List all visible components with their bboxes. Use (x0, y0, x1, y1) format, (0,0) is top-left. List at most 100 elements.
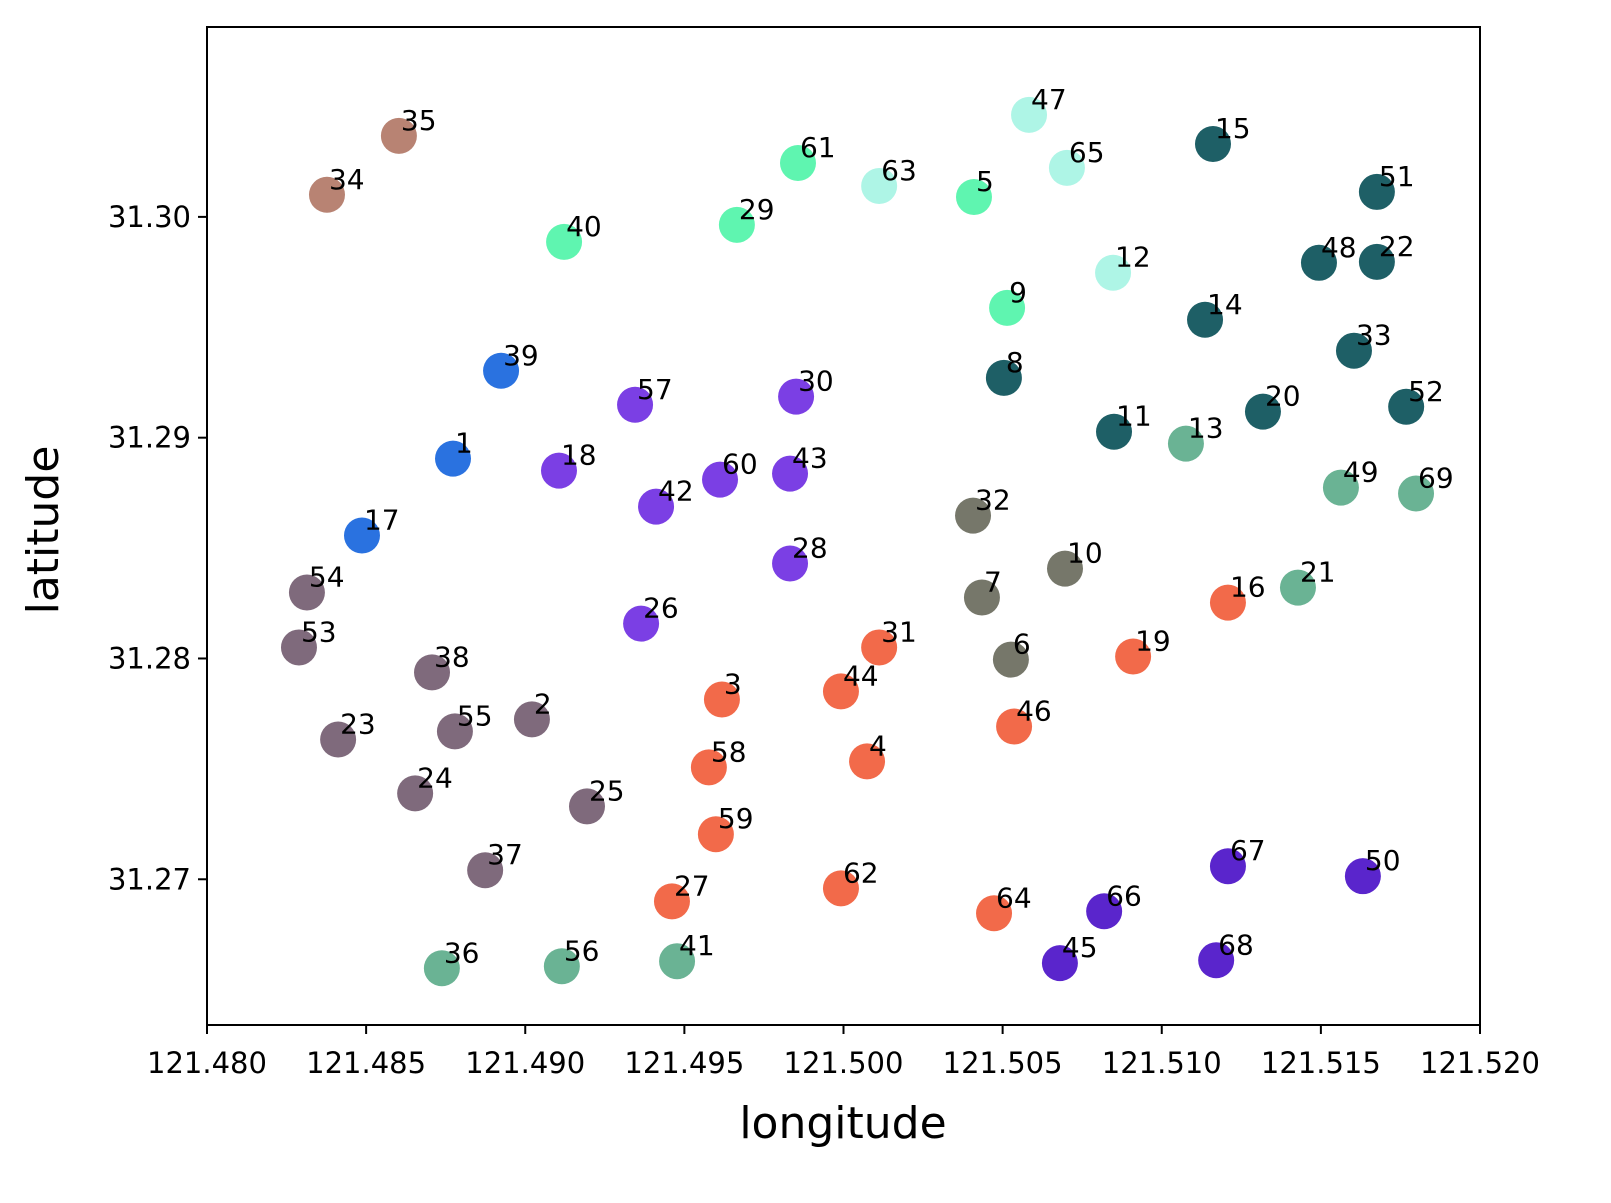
point (718, 206, 755, 243)
point (1167, 425, 1204, 462)
point (1115, 638, 1152, 675)
point (1322, 469, 1359, 506)
point-label: 57 (637, 373, 673, 406)
point-label: 20 (1265, 380, 1301, 413)
point-label: 8 (1006, 346, 1024, 379)
point-label: 9 (1009, 276, 1027, 309)
point (778, 378, 815, 415)
point-label: 29 (739, 193, 775, 226)
point (308, 176, 345, 213)
point (1086, 893, 1123, 930)
point-label: 42 (658, 475, 694, 508)
point-label: 18 (561, 439, 597, 472)
point (861, 629, 898, 666)
point (1300, 244, 1337, 281)
point (996, 708, 1033, 745)
point-label: 46 (1016, 694, 1052, 727)
point (1048, 149, 1085, 186)
point-label: 43 (792, 442, 828, 475)
x-tick-label: 121.510 (1102, 1046, 1222, 1080)
point (1011, 96, 1048, 133)
point-label: 27 (674, 869, 710, 902)
point (1358, 173, 1395, 210)
point (690, 749, 727, 786)
point (1335, 332, 1372, 369)
point-label: 25 (589, 774, 625, 807)
point-label: 44 (843, 659, 879, 692)
point (436, 713, 473, 750)
point (772, 455, 809, 492)
point-label: 69 (1418, 462, 1454, 495)
point-label: 34 (329, 163, 365, 196)
point (1047, 550, 1084, 587)
point (822, 870, 859, 907)
point-label: 13 (1188, 412, 1224, 445)
point (1358, 243, 1395, 280)
point-label: 10 (1067, 537, 1103, 570)
point-label: 53 (301, 615, 337, 648)
x-tick-label: 121.490 (465, 1046, 585, 1080)
point-label: 35 (401, 104, 437, 137)
point-label: 37 (487, 838, 523, 871)
point-label: 22 (1379, 230, 1415, 263)
point-label: 64 (996, 881, 1032, 914)
point (1279, 569, 1316, 606)
x-tick-label: 121.485 (306, 1046, 426, 1080)
point-label: 32 (975, 484, 1011, 517)
point (617, 386, 654, 423)
point-label: 62 (843, 856, 879, 889)
point-label: 5 (976, 165, 994, 198)
point (849, 743, 886, 780)
plot-frame (206, 26, 1481, 1026)
point-label: 21 (1300, 556, 1336, 589)
point-label: 6 (1013, 628, 1031, 661)
point-label: 55 (457, 699, 493, 732)
point (540, 452, 577, 489)
point-label: 49 (1343, 456, 1379, 489)
point (380, 117, 417, 154)
point (423, 950, 460, 987)
point (992, 641, 1029, 678)
point (1209, 584, 1246, 621)
x-tick-label: 121.515 (1261, 1046, 1381, 1080)
point-label: 30 (798, 365, 834, 398)
point (435, 440, 472, 477)
point-label: 41 (679, 929, 715, 962)
point-label: 36 (444, 936, 480, 969)
point-label: 33 (1356, 319, 1392, 352)
point (955, 179, 992, 216)
point-label: 24 (417, 761, 453, 794)
point-label: 28 (792, 532, 828, 565)
point-label: 66 (1106, 879, 1142, 912)
y-tick-label: 31.28 (108, 641, 191, 675)
point (1041, 945, 1078, 982)
point-label: 60 (722, 448, 758, 481)
point-label: 7 (984, 566, 1002, 599)
y-axis-label: latitude (18, 446, 69, 615)
point (280, 629, 317, 666)
point-label: 12 (1115, 241, 1151, 274)
point-label: 45 (1062, 931, 1098, 964)
point-label: 19 (1135, 624, 1171, 657)
point-label: 26 (643, 592, 679, 625)
point-label: 54 (309, 560, 345, 593)
point (861, 167, 898, 204)
point (397, 775, 434, 812)
point (543, 948, 580, 985)
point-label: 48 (1321, 231, 1357, 264)
x-tick-label: 121.480 (147, 1046, 267, 1080)
y-tick-label: 31.27 (108, 862, 191, 896)
point (659, 943, 696, 980)
point (1388, 388, 1425, 425)
point (1209, 848, 1246, 885)
point (955, 497, 992, 534)
point (779, 145, 816, 182)
point (623, 605, 660, 642)
point (638, 488, 675, 525)
x-tick-label: 121.500 (784, 1046, 904, 1080)
point-label: 63 (881, 154, 917, 187)
y-tick-label: 31.29 (108, 421, 191, 455)
point-label: 50 (1365, 844, 1401, 877)
